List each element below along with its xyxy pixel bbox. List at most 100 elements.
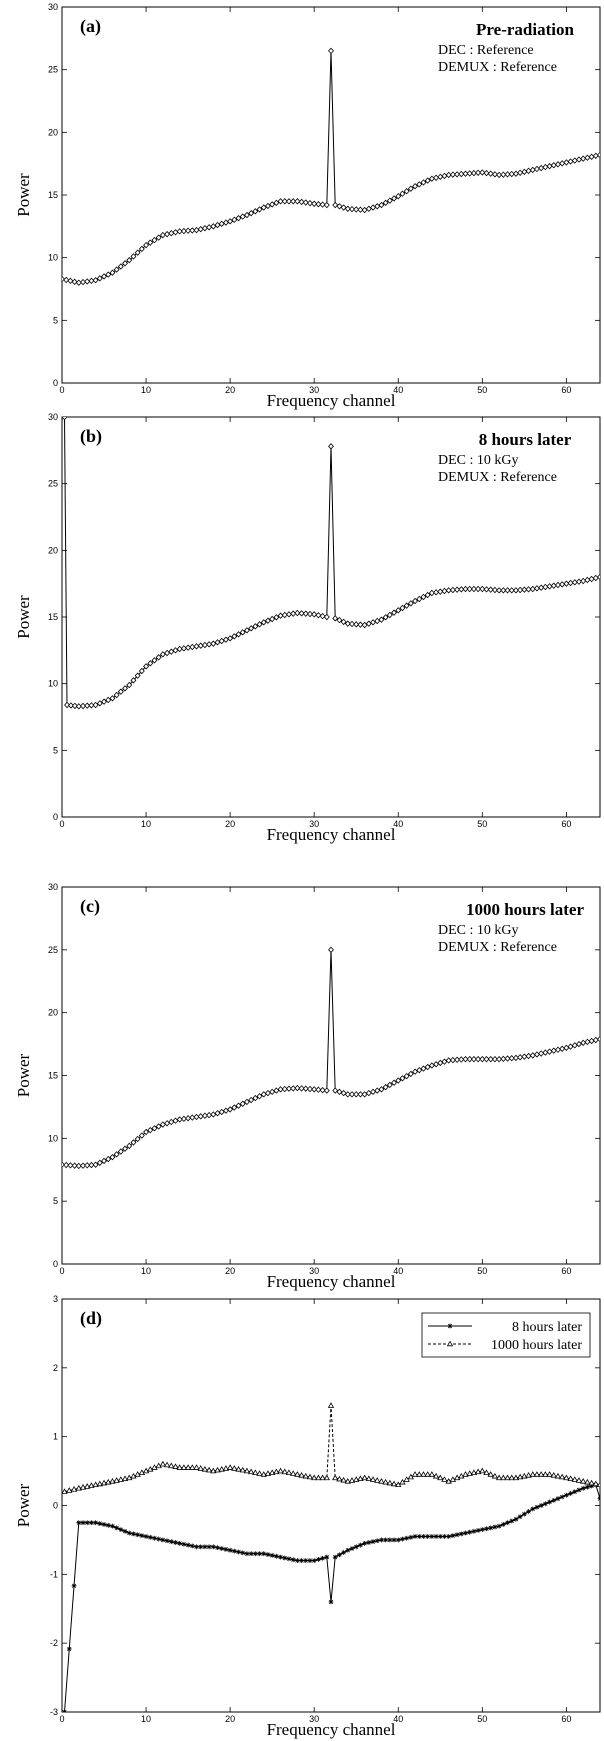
data-point-marker [294,1558,300,1563]
data-point-marker [252,1469,259,1475]
x-tick-label: 40 [393,1714,403,1724]
data-point-marker [379,1537,384,1543]
data-point-marker [365,205,372,212]
data-point-marker [290,1557,296,1563]
data-point-marker [114,1525,120,1531]
data-point-marker [265,202,271,210]
data-point-marker [155,1462,162,1469]
data-point-marker [298,610,305,617]
data-point-marker [71,702,78,710]
data-point-marker [353,1091,360,1098]
data-point-marker [463,1530,468,1536]
data-point-marker [143,1128,150,1136]
data-point-marker [344,1478,352,1484]
x-tick-label: 40 [393,819,403,829]
data-point-marker [80,1520,86,1526]
data-point-marker [445,1057,452,1064]
data-point-marker [571,1476,578,1482]
x-tick-label: 10 [141,385,151,395]
data-point-marker [370,619,376,626]
data-point-marker [517,1054,524,1061]
data-point-marker [155,234,162,241]
data-point-marker [479,169,486,176]
data-point-marker [382,614,389,621]
data-point-marker [546,583,553,590]
x-tick-label: 20 [225,819,235,829]
data-point-marker [70,1486,78,1492]
data-point-marker [285,1469,293,1475]
data-point-marker [584,154,591,161]
data-point-marker [592,574,599,582]
data-point-marker [243,627,250,634]
data-point-marker [361,1091,368,1098]
data-point-marker [517,169,524,176]
data-point-marker [185,1115,192,1122]
data-point-marker [290,198,297,205]
data-point-marker [437,173,444,181]
data-point-marker [437,1534,443,1539]
data-point-marker [491,171,498,178]
data-point-marker [71,1162,78,1169]
data-point-marker [407,185,414,192]
data-point-marker [328,443,334,450]
series-0 [62,1482,600,1712]
data-point-marker [412,183,419,190]
data-point-marker [538,1050,545,1057]
data-point-marker [302,199,309,206]
data-point-marker [525,586,532,593]
data-point-marker [572,1489,578,1495]
legend-label: 8 hours later [512,1320,582,1335]
data-point-marker [525,1471,532,1478]
data-point-marker [130,1139,137,1146]
data-point-marker [512,1474,520,1481]
data-point-marker [470,169,477,177]
data-point-marker [265,1089,271,1097]
data-point-marker [589,1483,594,1489]
y-tick-label: 5 [53,745,58,755]
data-point-marker [147,1534,153,1540]
data-point-marker [180,1464,188,1470]
data-point-marker [118,1527,124,1532]
data-point-marker [299,1558,304,1563]
data-point-marker [512,170,519,177]
data-point-marker [84,278,91,285]
data-point-marker [273,1553,279,1559]
y-tick-label: 30 [48,2,58,12]
data-point-marker [538,1503,544,1508]
data-point-marker [235,631,242,638]
data-point-marker [63,276,70,284]
data-point-marker [559,1045,566,1052]
x-tick-label: 60 [561,385,571,395]
data-point-marker [420,179,427,186]
data-point-marker [580,1478,587,1484]
data-point-marker [349,620,355,628]
data-point-marker [97,1521,103,1526]
data-point-marker [584,1038,591,1046]
data-point-marker [340,1476,347,1483]
data-point-marker [164,230,171,238]
data-point-marker [387,1537,393,1543]
data-point-marker [113,1477,120,1483]
y-axis-label: Power [14,1483,33,1527]
data-point-marker [466,1470,473,1476]
data-point-marker [487,170,494,177]
y-tick-label: 30 [48,882,58,892]
data-point-marker [290,1085,297,1092]
data-point-marker [382,1083,389,1091]
data-point-marker [516,1473,524,1480]
data-point-marker [311,200,318,207]
data-point-marker [479,1055,486,1063]
data-point-marker [210,1467,217,1474]
data-point-marker [117,263,124,270]
y-axis-label: Power [14,595,33,639]
y-tick-label: 5 [53,1196,58,1206]
data-point-marker [567,158,574,165]
data-point-marker [248,1551,254,1557]
data-point-marker [277,1467,284,1474]
x-tick-label: 50 [477,1714,487,1724]
data-point-marker [226,1464,234,1470]
data-point-marker [353,1544,359,1550]
data-point-marker [475,1055,482,1063]
data-point-marker [298,1085,305,1092]
